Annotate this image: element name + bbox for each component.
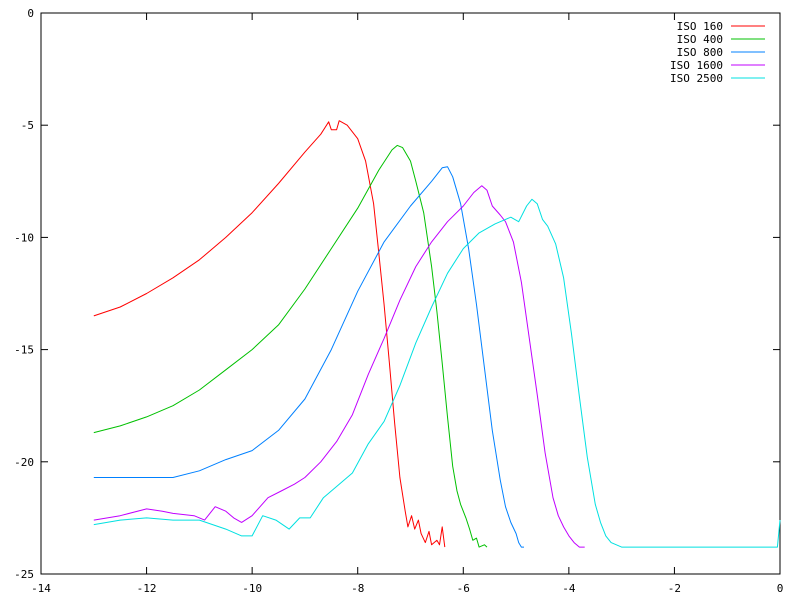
x-tick-label: 0 bbox=[777, 582, 784, 595]
legend-label: ISO 1600 bbox=[670, 59, 723, 72]
series-lines bbox=[93, 120, 781, 548]
axis-ticks: -14 -12 -10 -8 -6 -4 -2 00-5-10-15-20-25 bbox=[14, 7, 783, 595]
y-tick-label: -10 bbox=[14, 231, 34, 244]
legend-label: ISO 800 bbox=[677, 46, 723, 59]
y-tick-label: -25 bbox=[14, 568, 34, 581]
x-tick-label: -10 bbox=[242, 582, 262, 595]
x-tick-label: -8 bbox=[351, 582, 364, 595]
x-tick-label: -6 bbox=[457, 582, 470, 595]
y-tick-label: 0 bbox=[27, 7, 34, 20]
x-tick-label: -14 bbox=[31, 582, 51, 595]
legend-label: ISO 400 bbox=[677, 33, 723, 46]
y-tick-label: -5 bbox=[21, 119, 34, 132]
y-tick-label: -15 bbox=[14, 344, 34, 357]
series-line-iso-160 bbox=[93, 120, 446, 548]
series-line-iso-2500 bbox=[93, 198, 781, 548]
series-line-iso-400 bbox=[93, 144, 488, 548]
y-tick-label: -20 bbox=[14, 456, 34, 469]
x-tick-label: -12 bbox=[137, 582, 157, 595]
x-tick-label: -4 bbox=[562, 582, 576, 595]
legend-label: ISO 2500 bbox=[670, 72, 723, 85]
series-line-iso-1600 bbox=[93, 185, 585, 548]
legend-label: ISO 160 bbox=[677, 20, 723, 33]
x-tick-label: -2 bbox=[668, 582, 681, 595]
plot-frame bbox=[40, 12, 781, 575]
series-line-iso-800 bbox=[93, 166, 524, 548]
